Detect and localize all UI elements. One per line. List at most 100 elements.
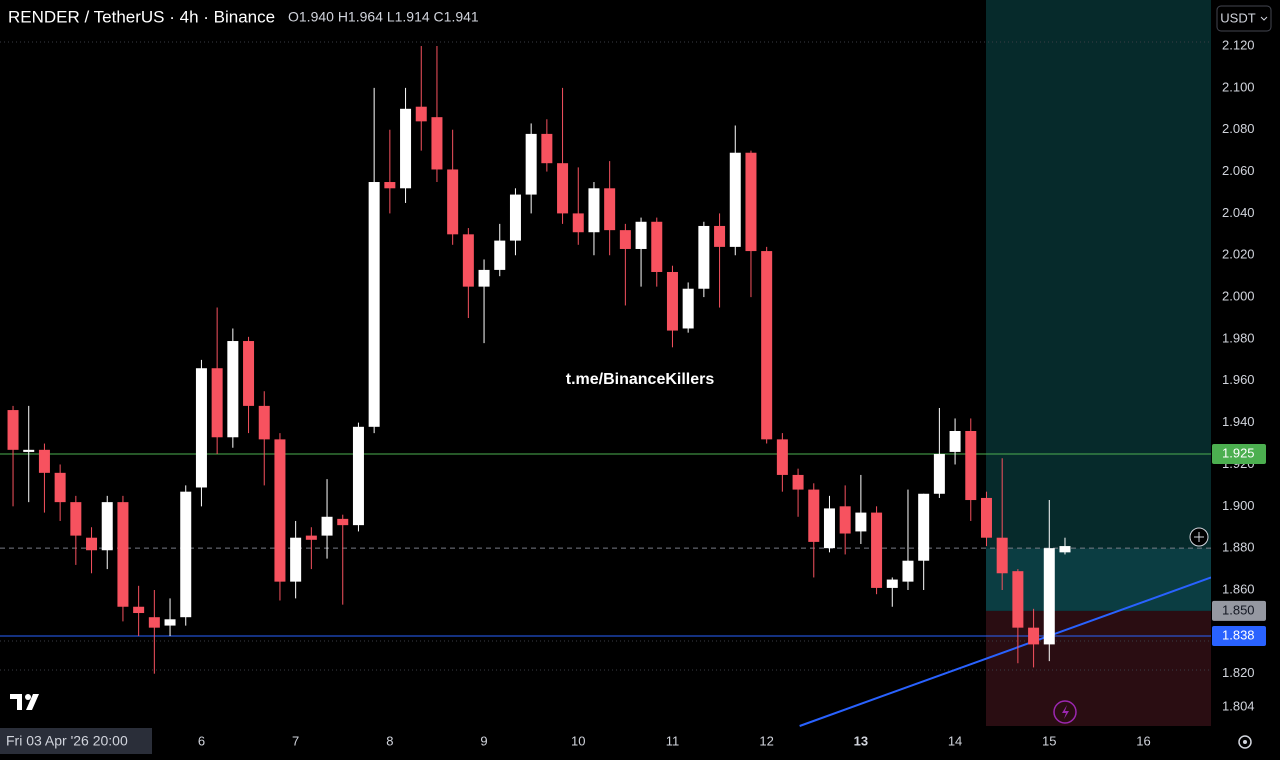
candle-body <box>918 493 930 561</box>
candle-body <box>447 169 459 235</box>
x-tick-label: 10 <box>571 733 585 748</box>
candle-body <box>400 108 412 189</box>
crosshair-tag <box>0 728 152 754</box>
x-tick-label: 7 <box>292 733 299 748</box>
candle-body <box>729 152 741 247</box>
candle-body <box>619 230 631 249</box>
candle-body <box>855 512 867 532</box>
candle-body <box>541 133 553 164</box>
candle-body <box>1043 548 1055 645</box>
price-tag-label: 1.850 <box>1222 602 1255 617</box>
currency-button[interactable] <box>1216 5 1272 32</box>
stop-zone <box>986 610 1211 726</box>
candle-body <box>368 182 380 427</box>
candle-body <box>148 617 160 628</box>
candle-body <box>321 516 333 536</box>
y-tick-label: 1.820 <box>1222 665 1255 680</box>
y-tick-label: 2.040 <box>1222 205 1255 220</box>
x-tick-label: 6 <box>198 733 205 748</box>
candle-body <box>933 454 945 494</box>
alert-icon[interactable] <box>1053 700 1077 724</box>
candle-body <box>352 426 364 526</box>
x-tick-label: 8 <box>386 733 393 748</box>
price-tag <box>1212 626 1266 647</box>
add-button[interactable] <box>1189 527 1209 547</box>
candle-body <box>462 234 474 287</box>
price-tag <box>1212 444 1266 465</box>
candle-body <box>714 225 726 247</box>
tv-logo <box>10 694 39 710</box>
price-tag-label: 1.838 <box>1222 627 1255 642</box>
candle-body <box>1059 546 1071 553</box>
candle-body <box>337 518 349 526</box>
candle-body <box>478 269 490 287</box>
y-tick-label: 1.900 <box>1222 498 1255 513</box>
chart-title: RENDER / TetherUS · 4h · Binance <box>8 7 275 26</box>
candle-body <box>980 497 992 538</box>
x-tick-label: 9 <box>480 733 487 748</box>
candle-body <box>274 439 286 582</box>
candle-body <box>494 240 506 270</box>
y-tick-label: 2.100 <box>1222 79 1255 94</box>
candle-body <box>384 182 396 189</box>
candle-body <box>211 368 223 438</box>
y-tick-label: 1.804 <box>1222 699 1255 714</box>
candle-body <box>1012 571 1024 628</box>
candle-body <box>509 194 521 241</box>
candle-body <box>761 251 773 440</box>
entry-zone <box>986 548 1211 611</box>
currency-label[interactable]: USDT <box>1220 10 1255 25</box>
y-tick-label: 2.120 <box>1222 37 1255 52</box>
candle-body <box>243 341 255 406</box>
x-tick-label: 16 <box>1136 733 1150 748</box>
ohlc-summary: O1.940 H1.964 L1.914 C1.941 <box>288 9 479 25</box>
candle-body <box>902 560 914 582</box>
y-tick-label: 2.000 <box>1222 289 1255 304</box>
x-tick-label: 13 <box>854 733 868 748</box>
candle-body <box>54 472 66 503</box>
y-tick-label: 1.960 <box>1222 372 1255 387</box>
candle-body <box>745 152 757 252</box>
y-tick-label: 1.980 <box>1222 330 1255 345</box>
settings-icon[interactable] <box>1238 735 1252 749</box>
candle-body <box>823 508 835 549</box>
candle-body <box>839 506 851 534</box>
candle-body <box>290 537 302 582</box>
dropdown-arrow[interactable] <box>1260 16 1268 21</box>
candle-body <box>808 489 820 542</box>
candle-body <box>635 221 647 249</box>
candle-body <box>588 188 600 233</box>
candle-body <box>682 288 694 329</box>
price-tag <box>1212 538 1266 559</box>
watermark: t.me/BinanceKillers <box>566 371 715 388</box>
price-tag-label: 1.880 <box>1222 540 1255 555</box>
candle-body <box>792 474 804 490</box>
y-tick-label: 1.940 <box>1222 414 1255 429</box>
candle-body <box>70 502 82 536</box>
candle-body <box>7 410 19 450</box>
x-tick-label: 11 <box>666 733 680 748</box>
trendline <box>799 576 1212 727</box>
crosshair-label: Fri 03 Apr '26 20:00 <box>6 733 128 749</box>
price-tag-label: 1.925 <box>1222 445 1255 460</box>
y-tick-label: 1.860 <box>1222 581 1255 596</box>
time-axis <box>0 727 1280 760</box>
y-tick-label: 2.020 <box>1222 247 1255 262</box>
candle-body <box>164 619 176 626</box>
candle-body <box>965 430 977 501</box>
candle-body <box>117 502 129 607</box>
candle-body <box>604 188 616 231</box>
x-tick-label: 15 <box>1042 733 1056 748</box>
candle-body <box>180 491 192 618</box>
candle-body <box>415 106 427 122</box>
x-tick-label: 14 <box>948 733 962 748</box>
candle-body <box>949 430 961 452</box>
y-tick-label: 2.060 <box>1222 163 1255 178</box>
candle-body <box>1028 627 1040 645</box>
price-tag <box>1212 600 1266 621</box>
profit-zone <box>986 0 1211 549</box>
candle-body <box>195 368 207 488</box>
candle-body <box>572 213 584 233</box>
